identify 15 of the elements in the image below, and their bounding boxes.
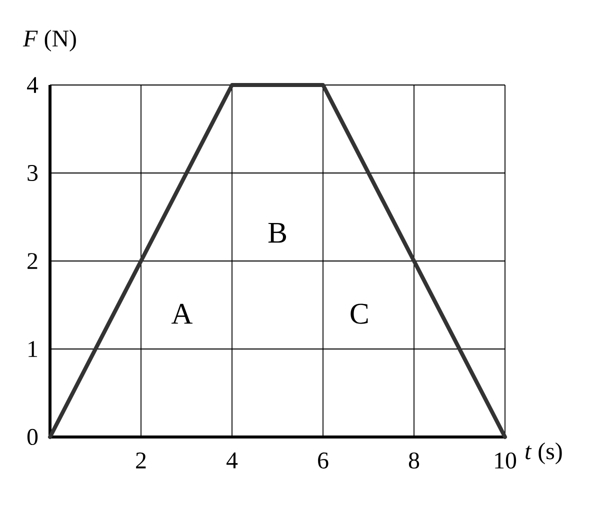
y-axis-title: F (N) [22,30,76,52]
y-tick-label: 0 [27,428,38,446]
y-tick-label: 3 [28,164,38,182]
annotation: C [350,304,368,324]
annotation: B [268,222,286,243]
x-tick-label: 4 [226,452,238,468]
x-tick-label: 10 [495,452,516,469]
annotation: A [171,304,193,324]
y-tick-label: 4 [27,77,38,93]
x-tick-label: 2 [136,452,146,468]
y-tick-label: 1 [28,341,38,357]
x-tick-label: 8 [408,452,420,469]
x-tick-label: 6 [318,452,328,469]
y-tick-label: 2 [28,253,38,269]
x-axis-title: t (s) [526,442,562,464]
